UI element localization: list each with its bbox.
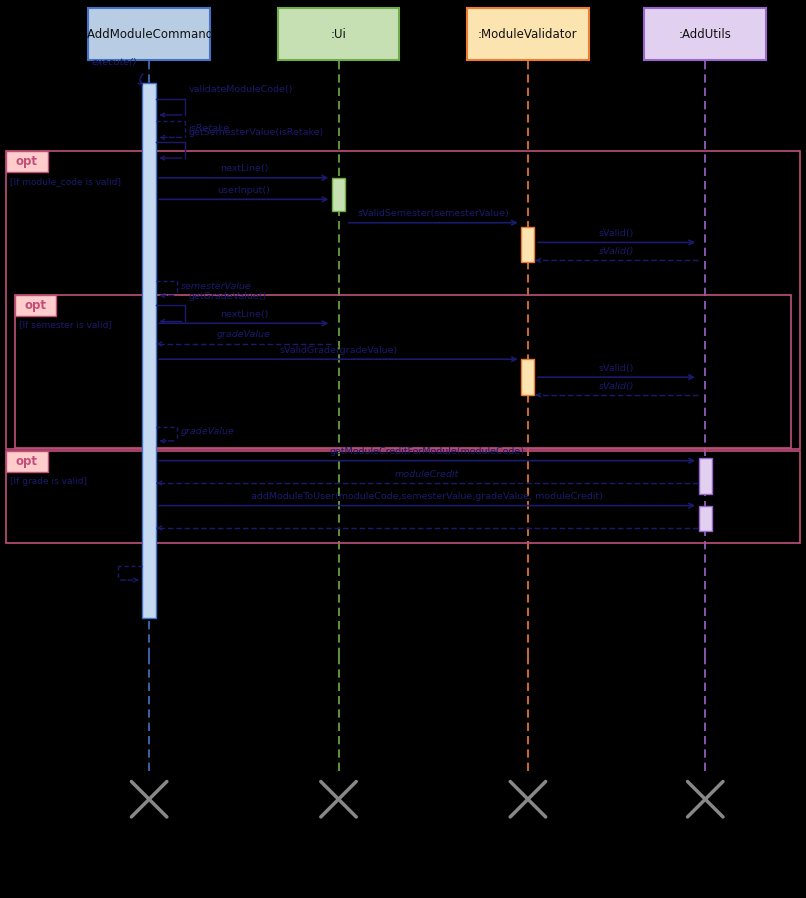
Text: opt: opt bbox=[24, 299, 47, 312]
Text: validateModuleCode(): validateModuleCode() bbox=[189, 85, 293, 94]
Bar bbox=[521, 359, 534, 395]
Bar bbox=[699, 506, 712, 531]
Text: sValidSemester(semesterValue): sValidSemester(semesterValue) bbox=[357, 209, 509, 218]
Text: sValid(): sValid() bbox=[599, 229, 634, 238]
Text: moduleCredit: moduleCredit bbox=[395, 470, 459, 479]
Text: opt: opt bbox=[15, 455, 38, 468]
Text: sValid(): sValid() bbox=[599, 247, 634, 256]
Text: nextLine(): nextLine() bbox=[219, 164, 268, 173]
Text: nextLine(): nextLine() bbox=[219, 310, 268, 319]
FancyBboxPatch shape bbox=[467, 8, 588, 60]
Text: userInput(): userInput() bbox=[218, 186, 270, 195]
Text: sValidGrade(gradeValue): sValidGrade(gradeValue) bbox=[280, 346, 397, 355]
Text: gradeValue: gradeValue bbox=[217, 330, 271, 339]
Text: [If semester is valid]: [If semester is valid] bbox=[19, 321, 111, 330]
FancyBboxPatch shape bbox=[89, 8, 210, 60]
Bar bbox=[6, 151, 800, 449]
Text: execute(): execute() bbox=[91, 58, 137, 67]
Text: getGradeValue(): getGradeValue() bbox=[189, 292, 267, 301]
Bar bbox=[332, 178, 345, 211]
Text: :AddModuleCommand: :AddModuleCommand bbox=[84, 28, 214, 40]
Bar bbox=[15, 295, 56, 316]
Text: :Ui: :Ui bbox=[330, 28, 347, 40]
Bar bbox=[6, 451, 800, 543]
Text: getSemesterValue(isRetake): getSemesterValue(isRetake) bbox=[189, 128, 324, 137]
Text: getModuleCreditForModule(moduleCode): getModuleCreditForModule(moduleCode) bbox=[330, 447, 525, 456]
Text: gradeValue: gradeValue bbox=[181, 427, 235, 436]
Text: sValid(): sValid() bbox=[599, 382, 634, 391]
FancyBboxPatch shape bbox=[644, 8, 767, 60]
Text: :ModuleValidator: :ModuleValidator bbox=[478, 28, 578, 40]
Bar bbox=[6, 451, 48, 472]
Text: semesterValue: semesterValue bbox=[181, 282, 251, 291]
Bar bbox=[142, 83, 156, 618]
Text: :AddUtils: :AddUtils bbox=[679, 28, 732, 40]
Bar bbox=[6, 151, 48, 172]
FancyBboxPatch shape bbox=[277, 8, 399, 60]
Text: [If module_code is valid]: [If module_code is valid] bbox=[10, 177, 121, 186]
Text: isRetake: isRetake bbox=[189, 124, 230, 133]
Bar bbox=[521, 227, 534, 262]
Text: opt: opt bbox=[15, 155, 38, 168]
Text: sValid(): sValid() bbox=[599, 364, 634, 373]
Text: addModuleToUser(moduleCode,semesterValue,gradeValue, moduleCredit): addModuleToUser(moduleCode,semesterValue… bbox=[251, 492, 603, 501]
Bar bbox=[15, 295, 791, 448]
Bar bbox=[699, 458, 712, 494]
Text: [If grade is valid]: [If grade is valid] bbox=[10, 477, 87, 486]
